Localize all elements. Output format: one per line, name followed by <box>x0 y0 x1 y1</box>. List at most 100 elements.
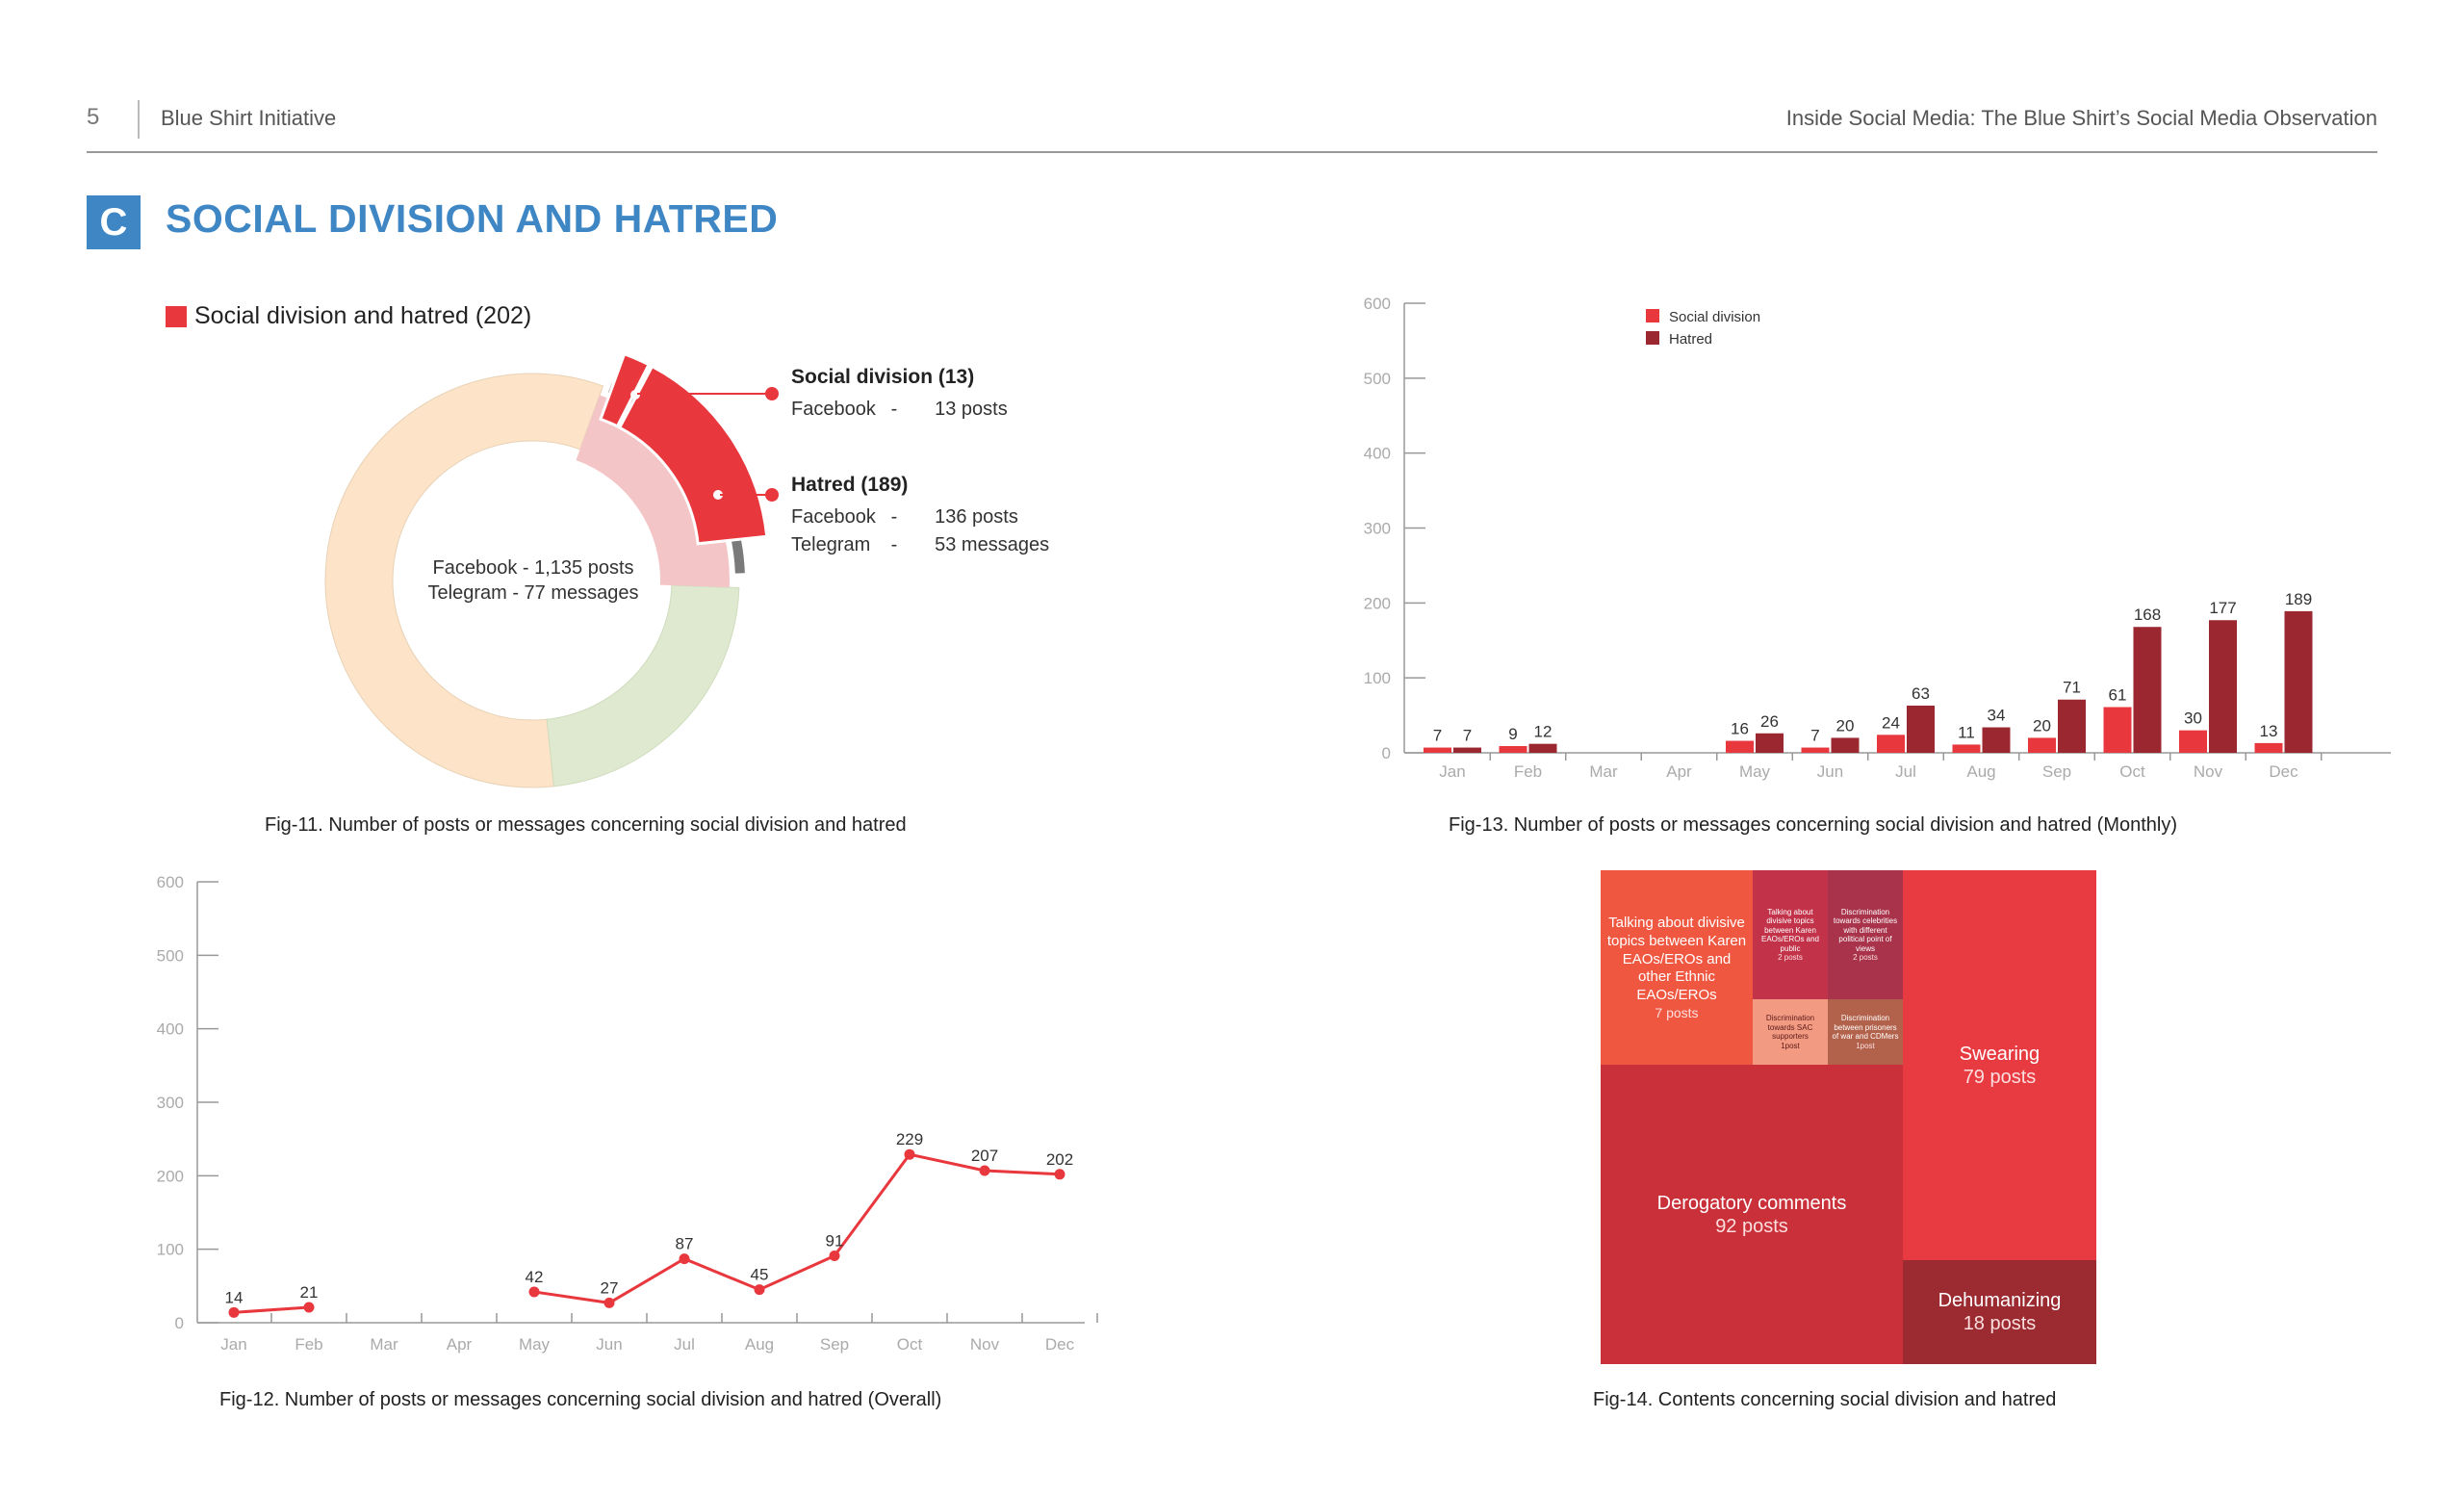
fig13-bar-social-division <box>1801 747 1830 753</box>
fig12-y-tick-label: 0 <box>175 1314 184 1332</box>
fig12-point <box>904 1148 915 1160</box>
fig12-x-tick-label: Jul <box>674 1335 695 1354</box>
fig11-callout-hatred: Hatred (189) Facebook - 136 posts Telegr… <box>791 474 1049 556</box>
fig13-x-tick-label: Mar <box>1589 762 1618 781</box>
fig13-data-label: 20 <box>2033 716 2051 735</box>
fig13-y-tick-label: 400 <box>1364 445 1391 463</box>
tile-count: 2 posts <box>1778 953 1803 963</box>
fig13-y-tick-label: 600 <box>1364 295 1391 313</box>
callout-social-sep: - <box>890 399 898 420</box>
fig12-x-tick-label: Sep <box>820 1335 849 1354</box>
fig13-data-label: 12 <box>1534 723 1553 741</box>
fig12-data-label: 27 <box>601 1278 619 1297</box>
fig13-bar-social-division <box>1424 747 1451 753</box>
fig13-x-tick-label: Aug <box>1966 762 1995 781</box>
fig12-data-label: 229 <box>896 1130 923 1148</box>
fig13-bar-social-division <box>2254 742 2283 753</box>
fig14-treemap: Talking about divisive topics between Ka… <box>1601 870 2096 1364</box>
fig13-bar-social-division <box>2103 707 2132 753</box>
fig12-data-label: 91 <box>826 1232 844 1251</box>
fig11-dot-social <box>630 390 640 400</box>
tile-dehumanizing: Dehumanizing 18 posts <box>1903 1260 2096 1364</box>
fig14-caption: Fig-14. Contents concerning social divis… <box>1593 1389 2057 1410</box>
fig12-data-label: 42 <box>526 1268 544 1286</box>
fig13-bar-hatred <box>2284 610 2313 753</box>
fig11-slice-backdrop <box>576 395 730 588</box>
fig13-caption: Fig-13. Number of posts or messages conc… <box>1449 814 2178 836</box>
fig12-x-tick-label: Apr <box>447 1335 473 1354</box>
tile-label: Discrimination towards celebrities with … <box>1833 907 1898 953</box>
fig13-bar-hatred <box>1982 727 2011 753</box>
fig12-x-tick-label: Jun <box>596 1335 622 1354</box>
fig11-slice-hatred <box>617 364 769 546</box>
callout-hatred-value-2: 53 messages <box>935 534 1050 555</box>
fig13-data-label: 63 <box>1912 684 1930 703</box>
fig13-legend-label: Hatred <box>1669 331 1712 348</box>
fig13-bar-social-division <box>1952 744 1981 753</box>
fig13-bar-hatred <box>2209 620 2237 753</box>
fig13-data-label: 189 <box>2285 590 2312 608</box>
report-title: Inside Social Media: The Blue Shirt’s So… <box>1785 106 2377 130</box>
fig13-data-label: 7 <box>1810 727 1819 745</box>
fig12-point <box>1054 1169 1065 1180</box>
fig11-legend: Social division and hatred (202) <box>166 302 531 330</box>
tile-discrimination-celebrities: Discrimination towards celebrities with … <box>1828 870 1903 999</box>
fig11-legend-label: Social division and hatred (202) <box>194 302 532 329</box>
fig13-x-tick-label: Jul <box>1895 762 1916 781</box>
fig13-data-label: 7 <box>1463 727 1472 745</box>
callout-hatred-sep-2: - <box>890 534 898 555</box>
fig12-point <box>228 1306 240 1318</box>
fig12-x-tick-label: Dec <box>1045 1335 1075 1354</box>
fig12-point <box>603 1297 615 1308</box>
tile-label: Swearing <box>1959 1043 2040 1065</box>
fig12-x-tick-label: Mar <box>370 1335 398 1354</box>
fig12-x-tick-label: Aug <box>745 1335 774 1354</box>
section-badge: C <box>87 195 141 249</box>
fig12-x-tick-label: Feb <box>295 1335 322 1354</box>
fig12-y-tick-label: 600 <box>157 873 184 891</box>
fig12-x-tick-label: Oct <box>897 1335 923 1354</box>
fig13-x-tick-label: Dec <box>2269 762 2298 781</box>
callout-hatred-row-facebook: Facebook - 136 posts <box>791 506 1049 529</box>
fig12-data-label: 14 <box>225 1288 244 1306</box>
fig13-data-label: 30 <box>2184 709 2202 728</box>
fig13-x-tick-label: Jan <box>1439 762 1465 781</box>
fig12-data-label: 21 <box>300 1283 319 1302</box>
callout-social-title: Social division (13) <box>791 366 975 388</box>
callout-hatred-title: Hatred (189) <box>791 474 909 496</box>
fig13-bar-hatred <box>1756 733 1784 753</box>
fig13-data-label: 24 <box>1882 713 1900 732</box>
fig13-data-label: 168 <box>2134 606 2161 624</box>
organization-name: Blue Shirt Initiative <box>161 106 337 130</box>
fig13-data-label: 61 <box>2109 686 2127 705</box>
fig12-data-label: 202 <box>1046 1150 1073 1169</box>
fig13-legend-swatch <box>1646 309 1659 322</box>
fig13-bar-hatred <box>1907 705 1935 753</box>
fig13-x-tick-label: Apr <box>1666 762 1692 781</box>
fig12-caption: Fig-12. Number of posts or messages conc… <box>219 1389 942 1410</box>
tile-discrimination-sac: Discrimination towards SAC supporters 1p… <box>1753 999 1828 1065</box>
fig13-bar-hatred <box>2058 699 2086 753</box>
fig11-donut-chart: Social division and hatred (202) Faceboo… <box>0 0 1348 866</box>
section-title: SOCIAL DIVISION AND HATRED <box>166 196 779 241</box>
fig13-y-tick-label: 0 <box>1382 744 1391 762</box>
fig13-data-label: 16 <box>1731 720 1749 738</box>
fig13-x-tick-label: Sep <box>2042 762 2071 781</box>
fig11-legend-swatch <box>166 305 187 327</box>
fig11-slice-social-division <box>599 351 652 428</box>
callout-social-value: 13 posts <box>935 399 1008 420</box>
tile-label: Dehumanizing <box>1938 1290 2062 1311</box>
fig13-legend-swatch <box>1646 331 1659 345</box>
fig11-center-line2: Telegram - 77 messages <box>427 582 639 604</box>
fig13-y-tick-label: 100 <box>1364 669 1391 687</box>
fig11-slice-facebook <box>324 373 604 788</box>
fig13-x-tick-label: Feb <box>1514 762 1542 781</box>
page-number: 5 <box>87 104 100 130</box>
fig13-bar-hatred <box>1831 737 1860 753</box>
fig13-data-label: 26 <box>1760 712 1779 731</box>
callout-hatred-sep-1: - <box>890 506 898 528</box>
fig13-bar-chart: 0 100 200 300 400 500 600 Jan 7 7 Feb 9 12 Mar Apr May 1… <box>1364 295 2391 781</box>
fig13-y-tick-label: 300 <box>1364 520 1391 538</box>
fig12-point <box>303 1302 315 1313</box>
fig13-data-label: 71 <box>2063 679 2081 697</box>
